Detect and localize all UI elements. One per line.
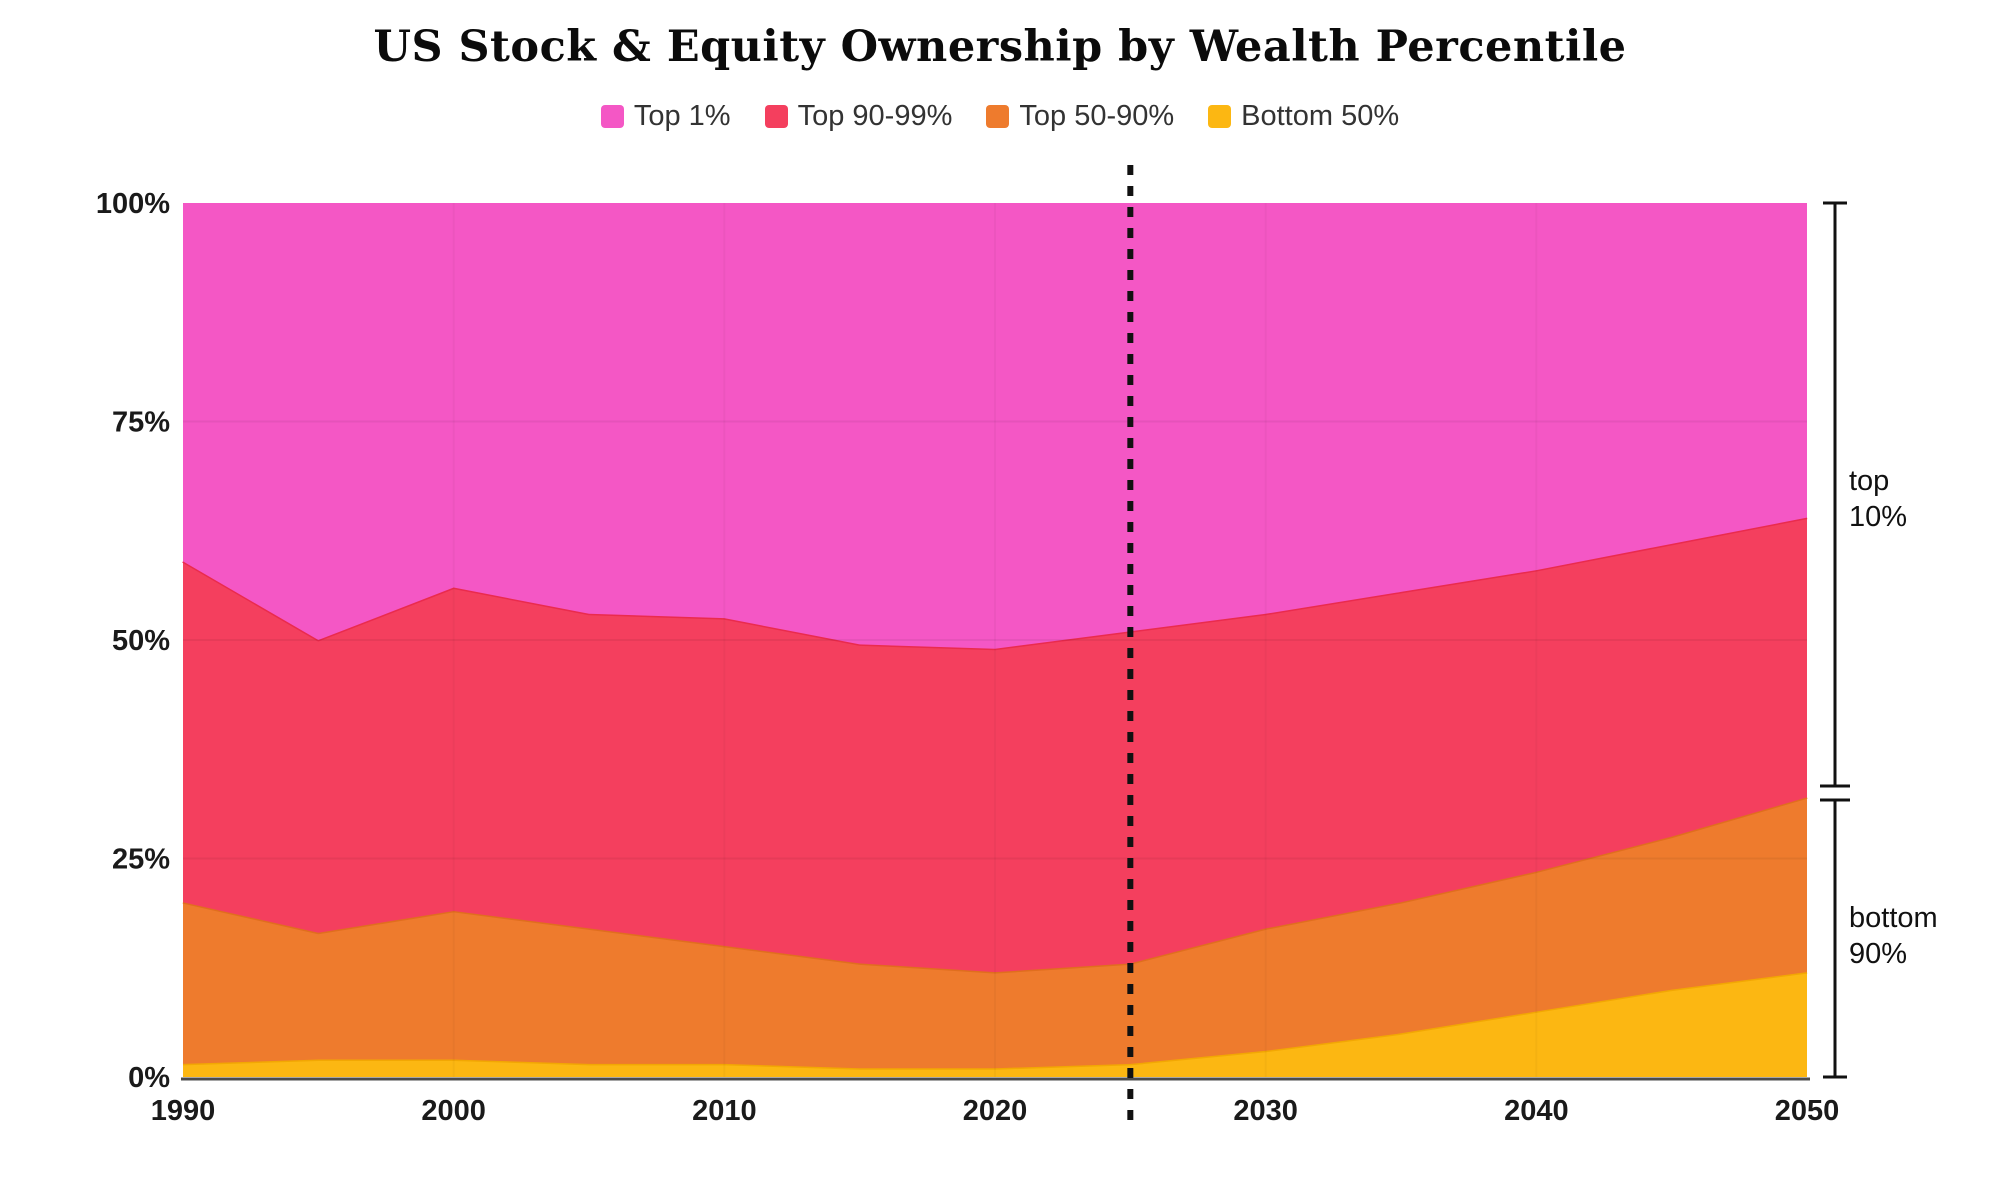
legend-swatch-icon bbox=[600, 105, 624, 128]
area-bottom-50- bbox=[183, 972, 1807, 1077]
x-axis-tick-label: 2030 bbox=[1233, 1095, 1298, 1127]
legend-swatch-icon bbox=[764, 105, 788, 128]
bracket-label: top bbox=[1849, 465, 1889, 497]
legend-item-top-90-99[interactable]: Top 90-99% bbox=[764, 100, 953, 133]
legend-item-top-50-90[interactable]: Top 50-90% bbox=[986, 100, 1174, 133]
bracket-label: 90% bbox=[1849, 938, 1907, 970]
y-axis-tick-label: 25% bbox=[112, 844, 170, 876]
legend-label: Top 90-99% bbox=[797, 100, 953, 132]
y-axis-tick-label: 0% bbox=[128, 1062, 170, 1094]
legend-label: Top 1% bbox=[633, 100, 731, 132]
x-axis-tick-label: 2010 bbox=[692, 1095, 757, 1127]
legend-item-top-1[interactable]: Top 1% bbox=[600, 100, 731, 133]
x-axis-tick-label: 2020 bbox=[963, 1095, 1028, 1127]
x-axis-tick-label: 1990 bbox=[151, 1095, 216, 1127]
bracket-label: 10% bbox=[1849, 501, 1907, 533]
y-axis-tick-label: 75% bbox=[112, 407, 170, 439]
bracket-bottom-90-: bottom 90% bbox=[1820, 798, 1938, 1079]
legend: Top 1% Top 90-99% Top 50-90% Bottom 50% bbox=[0, 100, 2000, 133]
bracket-top-10-: top 10% bbox=[1820, 201, 1907, 788]
area-top-90-99- bbox=[183, 517, 1807, 973]
area-top-50-90- bbox=[183, 797, 1807, 1069]
legend-swatch-icon bbox=[1208, 105, 1232, 128]
x-axis-tick-label: 2000 bbox=[421, 1095, 486, 1127]
bracket-label: bottom bbox=[1849, 902, 1938, 934]
y-axis-tick-label: 100% bbox=[96, 188, 170, 220]
legend-item-bottom-50[interactable]: Bottom 50% bbox=[1208, 100, 1399, 133]
legend-swatch-icon bbox=[986, 105, 1010, 128]
legend-label: Bottom 50% bbox=[1241, 100, 1400, 132]
chart-title: US Stock & Equity Ownership by Wealth Pe… bbox=[373, 22, 1627, 72]
y-axis-tick-label: 50% bbox=[112, 625, 170, 657]
x-axis-tick-label: 2040 bbox=[1504, 1095, 1569, 1127]
legend-label: Top 50-90% bbox=[1019, 100, 1175, 132]
area-top-1- bbox=[183, 203, 1807, 649]
x-axis-tick-label: 2050 bbox=[1775, 1095, 1840, 1127]
